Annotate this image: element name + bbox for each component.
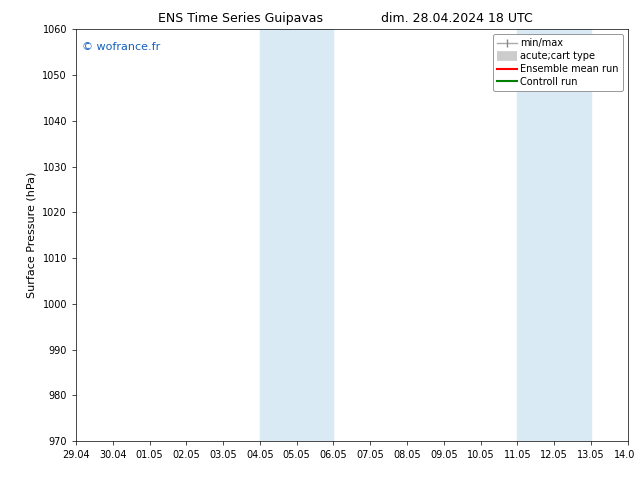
Bar <box>517 29 591 441</box>
Y-axis label: Surface Pressure (hPa): Surface Pressure (hPa) <box>27 172 37 298</box>
Text: © wofrance.fr: © wofrance.fr <box>82 42 160 52</box>
Legend: min/max, acute;cart type, Ensemble mean run, Controll run: min/max, acute;cart type, Ensemble mean … <box>493 34 623 91</box>
Text: ENS Time Series Guipavas: ENS Time Series Guipavas <box>158 12 323 25</box>
Text: dim. 28.04.2024 18 UTC: dim. 28.04.2024 18 UTC <box>380 12 533 25</box>
Bar <box>260 29 333 441</box>
